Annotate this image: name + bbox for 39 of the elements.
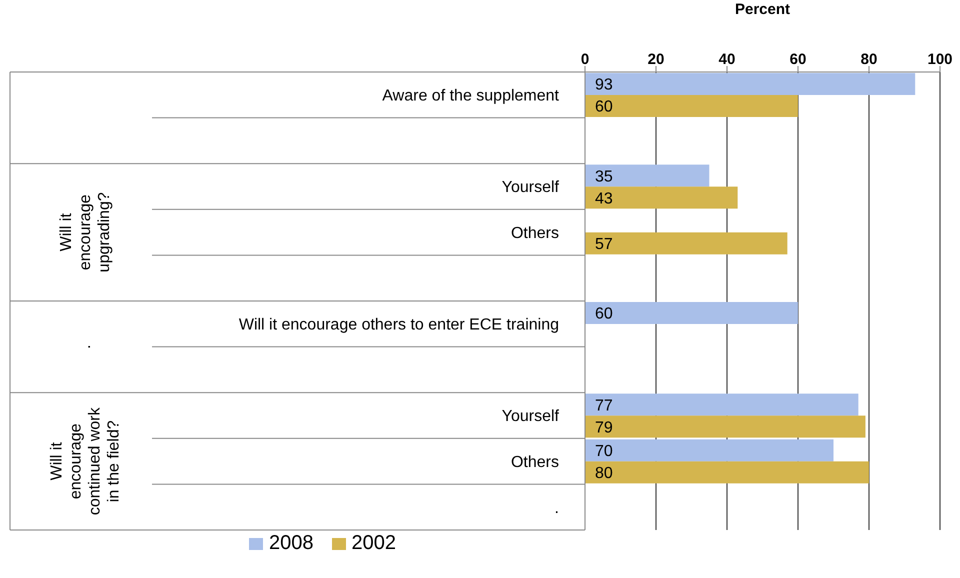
y-tick-label: Yourself [502,179,560,196]
bar [585,186,738,209]
data-label: 70 [595,443,613,460]
x-tick-label: 20 [648,51,664,68]
bar [585,232,788,254]
text: . [77,344,94,350]
data-label: 57 [595,236,613,254]
y-tick-label: Will it encourage others to enter ECE training [238,316,559,334]
y-tick-label: . [554,500,559,517]
x-axis-title: Percent [734,1,790,18]
text: Will it encourage upgrading? [58,192,113,272]
y-tick-label: Yourself [502,408,560,426]
data-label: 43 [595,190,613,208]
bar [585,95,798,117]
legend-label: 2002 [352,532,396,555]
bar [585,439,834,462]
data-label: 60 [595,306,613,323]
x-tick-label: 0 [580,51,590,68]
bar [585,416,866,438]
y-tick-label: Others [510,454,559,471]
data-label: 80 [595,465,613,482]
data-label: 77 [595,397,613,414]
x-tick-label: 60 [790,51,806,68]
data-label: 35 [595,168,613,186]
legend-label: 2008 [269,532,314,555]
data-label: 93 [595,76,613,94]
text: Will it encourage continued work in the field? [48,406,122,516]
y-tick-label: Others [510,224,559,242]
x-tick-label: 100 [927,51,953,68]
bar [585,164,710,187]
data-label: 60 [595,98,613,116]
bar [585,461,869,484]
bar [585,394,858,416]
bar [585,73,916,95]
x-tick-label: 40 [718,51,736,68]
data-label: 79 [595,419,613,436]
x-tick-label: 80 [860,51,878,68]
y-tick-label: Aware of the supplement [382,88,560,105]
bar [585,302,798,324]
